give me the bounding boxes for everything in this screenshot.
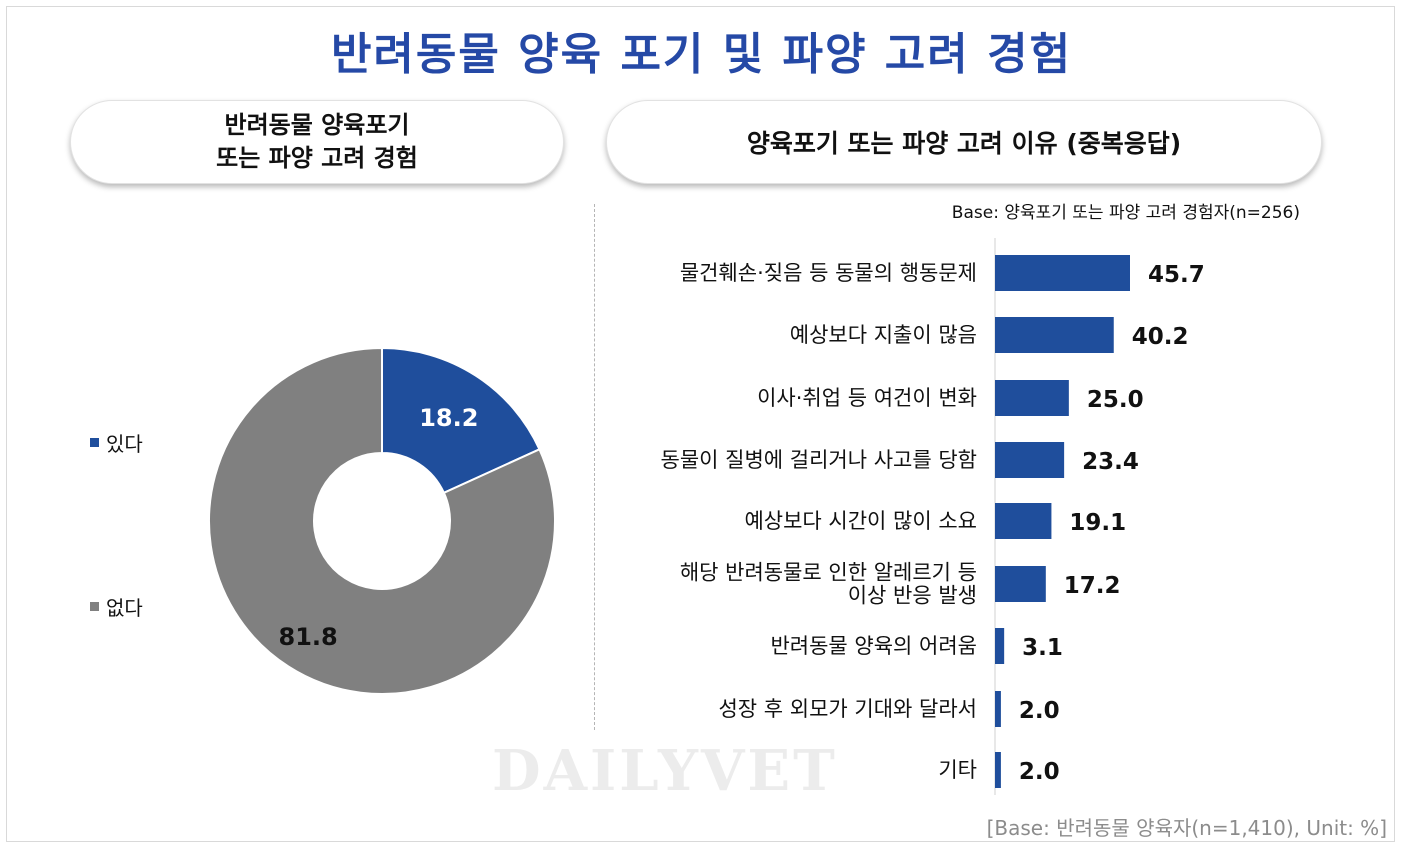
donut-slice-0 bbox=[381, 346, 541, 495]
bar-category-label-4: 예상보다 시간이 많이 소요 bbox=[744, 509, 977, 533]
bar-7 bbox=[995, 691, 1001, 727]
bar-value-label-5: 17.2 bbox=[1064, 573, 1121, 599]
watermark: DAILYVET bbox=[492, 738, 838, 804]
legend-item-yes: 있다 bbox=[90, 428, 143, 457]
bar-value-label-2: 25.0 bbox=[1087, 387, 1144, 413]
bar-value-label-4: 19.1 bbox=[1069, 510, 1126, 536]
bar-value-label-8: 2.0 bbox=[1019, 759, 1060, 785]
bar-value-label-6: 3.1 bbox=[1022, 635, 1063, 661]
bar-value-label-7: 2.0 bbox=[1019, 698, 1060, 724]
donut-slice-1 bbox=[208, 346, 556, 695]
bar-0 bbox=[995, 255, 1130, 291]
footer-note: [Base: 반려동물 양육자(n=1,410), Unit: %] bbox=[986, 816, 1387, 840]
left-heading-line1: 반려동물 양육포기 bbox=[224, 111, 410, 139]
right-heading-text: 양육포기 또는 파양 고려 이유 (중복응답) bbox=[746, 129, 1182, 158]
bar-value-label-1: 40.2 bbox=[1132, 324, 1189, 350]
left-panel-heading: 반려동물 양육포기 또는 파양 고려 경험 bbox=[70, 100, 564, 184]
bar-value-label-3: 23.4 bbox=[1082, 449, 1139, 475]
left-heading-line2: 또는 파양 고려 경험 bbox=[216, 144, 418, 172]
bar-1 bbox=[995, 317, 1114, 353]
bar-category-label-2: 이사·취업 등 여건이 변화 bbox=[757, 386, 977, 410]
bar-2 bbox=[995, 380, 1069, 416]
bar-category-label-1: 예상보다 지출이 많음 bbox=[790, 323, 977, 347]
bar-4 bbox=[995, 503, 1052, 539]
bar-category-label-6: 반려동물 양육의 어려움 bbox=[770, 634, 977, 658]
legend-swatch-no bbox=[90, 602, 99, 611]
base-note: Base: 양육포기 또는 파양 고려 경험자(n=256) bbox=[951, 203, 1300, 223]
bar-category-label-7: 성장 후 외모가 기대와 달라서 bbox=[718, 697, 977, 721]
bar-3 bbox=[995, 442, 1065, 478]
bar-category-label-3: 동물이 질병에 걸리거나 사고를 당함 bbox=[661, 448, 978, 472]
bar-5 bbox=[995, 566, 1046, 602]
legend-swatch-yes bbox=[90, 438, 99, 447]
legend-item-no: 없다 bbox=[90, 592, 143, 621]
bar-value-label-0: 45.7 bbox=[1148, 262, 1205, 288]
chart-frame bbox=[6, 6, 1395, 842]
page-title: 반려동물 양육 포기 및 파양 고려 경험 bbox=[330, 29, 1073, 80]
donut-chart: 18.2 81.8 bbox=[208, 346, 556, 695]
legend-label-yes: 있다 bbox=[106, 432, 143, 456]
donut-value-label-1: 81.8 bbox=[279, 623, 338, 651]
bar-category-label-0: 물건훼손·짖음 등 동물의 행동문제 bbox=[680, 261, 977, 285]
right-panel-heading: 양육포기 또는 파양 고려 이유 (중복응답) bbox=[606, 100, 1322, 184]
bar-category-label-8: 기타 bbox=[938, 758, 977, 782]
legend-label-no: 없다 bbox=[106, 596, 143, 620]
panel-divider bbox=[594, 204, 595, 730]
bar-6 bbox=[995, 628, 1005, 664]
bar-8 bbox=[995, 752, 1001, 788]
donut-value-label-0: 18.2 bbox=[419, 404, 478, 432]
bar-category-label-5: 해당 반려동물로 인한 알레르기 등 이상 반응 발생 bbox=[680, 561, 977, 608]
